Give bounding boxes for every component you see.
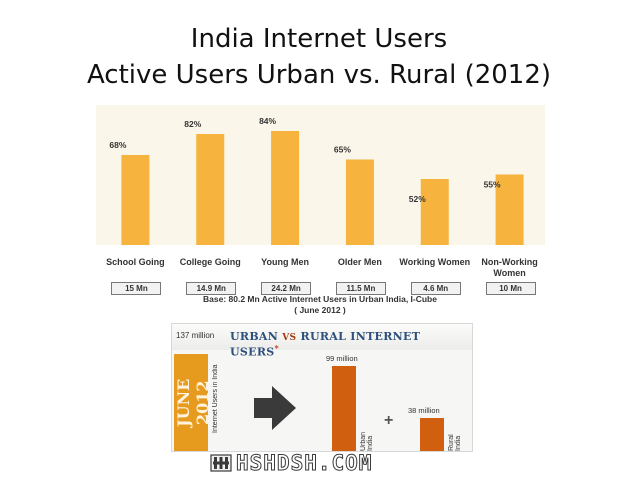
watermark: HSHDSH.COM xyxy=(210,451,438,476)
base-note-date: ( June 2012 ) xyxy=(294,305,346,315)
bar-value-label: 84% xyxy=(259,116,276,126)
user-count-box: 10 Mn xyxy=(485,282,536,295)
infographic-title-vs: VS xyxy=(282,333,297,343)
arrow-icon xyxy=(272,386,296,430)
infographic-title-urban: URBAN xyxy=(230,330,279,343)
category-label: Older Men xyxy=(337,257,382,267)
category-label: School Going xyxy=(106,257,165,267)
category-label: Working Women xyxy=(399,257,471,267)
base-note-text: Base: 80.2 Mn Active Internet Users in U… xyxy=(203,294,437,304)
base-note: Base: 80.2 Mn Active Internet Users in U… xyxy=(150,294,490,316)
slide-title-line1: India Internet Users xyxy=(190,24,448,54)
infographic-title: URBAN VS RURAL INTERNET USERS* xyxy=(230,330,472,359)
user-count-box: 11.5 Mn xyxy=(335,282,386,295)
slide-title-line2: Active Users Urban vs. Rural (2012) xyxy=(86,60,552,90)
user-count-box: 15 Mn xyxy=(111,282,162,295)
bar-value-label: 82% xyxy=(184,119,201,129)
bar-rural-india xyxy=(420,418,444,451)
inset-axis-label: Internet Users in India xyxy=(212,364,219,434)
bar-value-label: 38 million xyxy=(408,406,440,416)
bar-urban-india xyxy=(332,366,356,451)
segment-bar-chart-svg: 68% 82% 84% 65% 52% 55% xyxy=(109,116,524,257)
category-label: Rural India xyxy=(448,434,462,451)
bar-school-going xyxy=(121,155,150,257)
date-label: JUNE 2012 xyxy=(174,378,212,427)
infographic-header: 137 million URBAN VS RURAL INTERNET USER… xyxy=(172,324,472,359)
user-count-box: 4.6 Mn xyxy=(410,282,461,295)
arrow-icon-body xyxy=(254,398,274,418)
total-users-bar xyxy=(174,354,208,451)
category-label: Non-Working Women xyxy=(481,257,538,278)
plus-sign: + xyxy=(384,412,394,429)
infographic-title-rural: RURAL INTERNET USERS xyxy=(230,330,421,359)
category-label: College Going xyxy=(179,257,241,267)
user-count-box: 14.9 Mn xyxy=(186,282,237,295)
infographic-title-mark: * xyxy=(274,343,279,353)
bar-value-label: 52% xyxy=(409,194,426,204)
category-label: Young Men xyxy=(261,257,309,267)
watermark-logo-icon xyxy=(210,454,232,472)
bar-young-men xyxy=(271,131,300,257)
bar-older-men xyxy=(345,159,374,257)
bar-value-label: 68% xyxy=(109,140,126,150)
segment-bar-chart: 68% 82% 84% 65% 52% 55% xyxy=(96,105,545,257)
watermark-text: HSHDSH.COM xyxy=(235,451,373,476)
bar-value-label: 65% xyxy=(334,145,351,155)
bar-working-women xyxy=(420,179,449,257)
total-users-label: 137 million xyxy=(176,331,215,340)
bar-non-working-women xyxy=(495,174,524,257)
category-label: Urban India xyxy=(360,431,374,451)
bar-college-going xyxy=(196,134,225,257)
urban-rural-infographic: 137 million URBAN VS RURAL INTERNET USER… xyxy=(171,323,473,452)
bar-value-label: 55% xyxy=(484,180,501,190)
bar-value-label: 99 million xyxy=(326,354,358,363)
user-count-box: 24.2 Mn xyxy=(261,282,312,295)
